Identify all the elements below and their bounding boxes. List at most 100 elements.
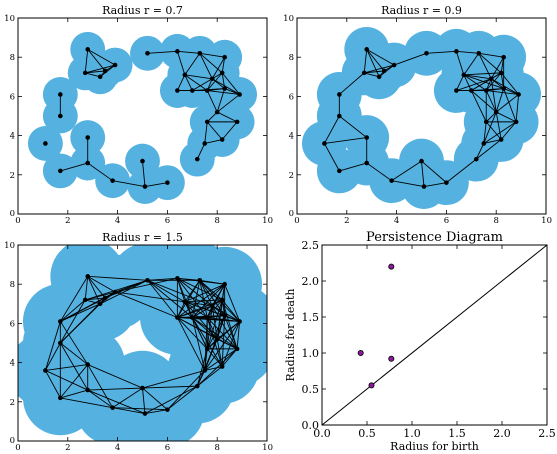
simplex-edge bbox=[177, 317, 208, 350]
simplex-edge bbox=[112, 407, 146, 415]
simplex-edge bbox=[204, 121, 208, 144]
data-point bbox=[85, 387, 91, 393]
simplex-edge bbox=[206, 283, 226, 318]
simplex-edge bbox=[196, 370, 206, 387]
data-point bbox=[364, 160, 370, 166]
simplex-edge bbox=[478, 53, 492, 79]
data-point bbox=[219, 364, 225, 369]
simplex-edge bbox=[485, 90, 497, 113]
simplex-edge bbox=[206, 121, 223, 140]
simplex-edge bbox=[206, 338, 218, 350]
data-point bbox=[58, 92, 63, 97]
simplex-edge bbox=[463, 74, 492, 80]
data-point bbox=[85, 362, 91, 367]
simplex-edge bbox=[324, 137, 367, 144]
simplex-edge bbox=[221, 57, 226, 73]
data-point bbox=[219, 70, 225, 76]
simplex-edge bbox=[206, 348, 223, 367]
simplex-edge bbox=[221, 299, 240, 322]
y-tick-label: 0 bbox=[10, 209, 15, 219]
simplex-edge bbox=[199, 279, 225, 285]
simplex-edge bbox=[60, 342, 88, 365]
data-point bbox=[337, 168, 342, 174]
simplex-edge bbox=[216, 88, 226, 113]
simplex-edge bbox=[363, 49, 368, 73]
data-point bbox=[204, 315, 210, 320]
x-tick-label: 2 bbox=[65, 443, 70, 453]
data-point bbox=[165, 407, 170, 412]
data-point bbox=[214, 109, 220, 115]
simplex-edge bbox=[60, 299, 86, 322]
simplex-edge bbox=[60, 297, 106, 344]
simplex-edge bbox=[115, 291, 185, 303]
x-tick-label: 0.5 bbox=[358, 427, 376, 440]
simplex-edge bbox=[217, 338, 238, 350]
simplex-edge bbox=[236, 321, 241, 349]
simplex-edge bbox=[495, 88, 505, 113]
simplex-edge bbox=[393, 52, 427, 66]
x-tick-label: 4 bbox=[115, 216, 120, 226]
simplex-edge bbox=[475, 143, 485, 160]
data-point bbox=[97, 301, 103, 307]
panel-title: Radius r = 1.5 bbox=[102, 231, 183, 244]
data-point bbox=[498, 137, 504, 142]
x-tick-label: 6 bbox=[165, 443, 170, 453]
simplex-edge bbox=[176, 301, 186, 318]
x-tick-label: 10 bbox=[541, 216, 552, 226]
y-tick-label: 0 bbox=[289, 209, 294, 219]
simplex-edge bbox=[112, 407, 168, 411]
simplex-edge bbox=[495, 111, 502, 140]
x-tick-label: 6 bbox=[444, 216, 449, 226]
data-point bbox=[82, 297, 88, 303]
x-tick-label: 8 bbox=[214, 216, 219, 226]
simplex-edge bbox=[206, 317, 218, 340]
data-point bbox=[461, 72, 467, 78]
simplex-edge bbox=[87, 48, 116, 66]
data-points bbox=[322, 47, 521, 189]
data-points bbox=[43, 274, 242, 416]
data-point bbox=[102, 295, 108, 301]
data-point bbox=[361, 70, 367, 76]
simplex-edge bbox=[495, 94, 519, 113]
simplex-edge bbox=[206, 111, 218, 123]
data-point bbox=[197, 50, 203, 56]
x-tick-label: 10 bbox=[262, 216, 273, 226]
simplex-edge bbox=[184, 299, 223, 303]
data-point bbox=[182, 299, 188, 305]
data-point bbox=[501, 54, 506, 60]
simplex-edge bbox=[206, 321, 240, 350]
data-point bbox=[389, 178, 394, 183]
simplex-edge bbox=[456, 50, 479, 54]
simplex-edge bbox=[463, 72, 502, 76]
data-point bbox=[219, 297, 225, 303]
simplex-edge bbox=[114, 291, 178, 318]
simplex-edge bbox=[45, 364, 88, 371]
data-point bbox=[204, 346, 210, 352]
x-tick-label: 8 bbox=[493, 216, 498, 226]
data-point bbox=[516, 92, 521, 97]
simplex-edge bbox=[142, 370, 205, 389]
data-point bbox=[222, 281, 227, 287]
x-tick-label: 2 bbox=[65, 216, 70, 226]
y-tick-label: 8 bbox=[10, 280, 15, 290]
simplex-edge bbox=[366, 49, 385, 72]
simplex-edge bbox=[87, 275, 116, 293]
persistence-points bbox=[357, 263, 395, 389]
simplex-edge bbox=[196, 143, 206, 160]
simplex-edge bbox=[206, 72, 223, 91]
data-point bbox=[182, 72, 188, 78]
simplex-edge bbox=[391, 160, 422, 182]
plot-frame bbox=[17, 244, 268, 442]
simplex-edge bbox=[142, 161, 146, 187]
simplex-edge bbox=[364, 64, 395, 74]
simplex-edge bbox=[196, 348, 208, 387]
y-tick-label: 6 bbox=[289, 92, 294, 102]
simplex-edge bbox=[463, 53, 480, 76]
simplex-edge bbox=[85, 297, 106, 301]
simplex-edge bbox=[503, 88, 517, 123]
data-point bbox=[97, 74, 103, 80]
simplex-edge bbox=[206, 317, 238, 350]
data-point bbox=[58, 395, 63, 401]
cover-disks bbox=[18, 245, 267, 441]
simplex-edge bbox=[99, 279, 148, 305]
